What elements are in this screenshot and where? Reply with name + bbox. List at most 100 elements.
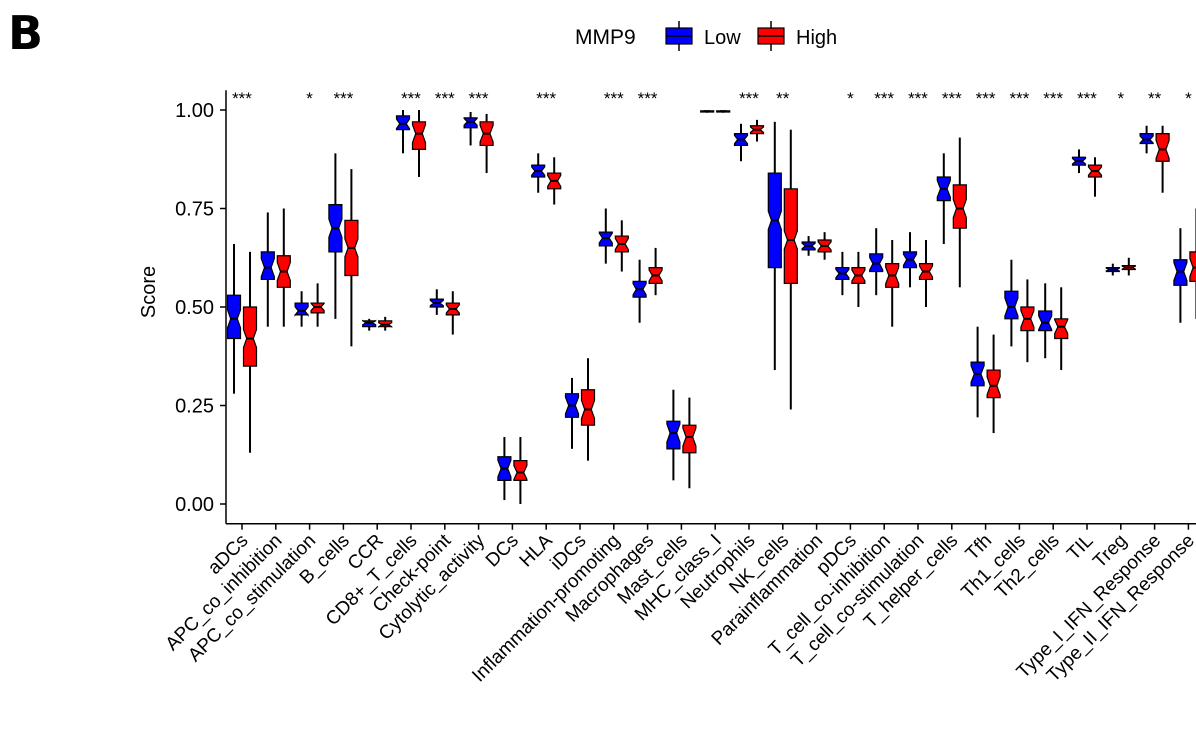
box-high	[1121, 257, 1136, 276]
box-low	[226, 243, 242, 394]
box-body	[226, 294, 242, 340]
box-low	[497, 437, 512, 501]
box-low	[531, 153, 546, 193]
x-tick-label: DCs	[482, 530, 523, 571]
significance-label: *	[1117, 89, 1124, 108]
box-low	[767, 121, 782, 371]
box-body	[580, 389, 596, 426]
box-body	[1054, 318, 1069, 340]
box-high	[547, 157, 562, 205]
box-body	[1004, 290, 1019, 320]
box-high	[952, 137, 967, 288]
box-low	[362, 318, 377, 331]
box-high	[445, 291, 460, 335]
significance-label: *	[306, 89, 313, 108]
box-low	[902, 232, 918, 288]
box-body	[783, 188, 798, 284]
box-body	[1155, 133, 1170, 162]
box-body	[260, 251, 275, 281]
box-high	[344, 169, 359, 347]
legend-title: MMP9	[575, 26, 636, 49]
box-low	[429, 289, 444, 315]
y-axis: 0.00 0.25 0.50 0.75 1.00	[175, 90, 227, 524]
significance-label: ***	[604, 89, 624, 108]
box-high	[682, 397, 697, 489]
significance-label: ***	[232, 89, 252, 108]
significance-label: ***	[333, 89, 353, 108]
box-low	[1004, 259, 1019, 347]
y-axis-title: Score	[138, 266, 160, 318]
box-high	[1054, 287, 1069, 371]
y-tick-label: 0.75	[175, 199, 214, 221]
box-high	[716, 110, 731, 113]
box-high	[1087, 157, 1103, 197]
box-low	[260, 212, 275, 327]
box-low	[801, 236, 816, 256]
box-body	[242, 306, 258, 367]
box-high	[614, 220, 629, 272]
box-low	[632, 259, 647, 323]
box-high	[749, 119, 765, 142]
y-tick-label: 1.00	[175, 100, 214, 122]
box-high	[580, 358, 596, 461]
box-body	[294, 302, 309, 317]
box-low	[328, 153, 343, 319]
box-high	[851, 251, 866, 307]
significance-label: *	[847, 89, 854, 108]
box-body	[513, 460, 528, 481]
y-tick-label: 0.25	[175, 396, 214, 418]
box-high	[276, 208, 291, 327]
box-high	[817, 232, 832, 260]
significance-label: ***	[638, 89, 658, 108]
box-high	[1189, 208, 1196, 319]
y-tick-label: 0.00	[175, 494, 214, 516]
box-low	[463, 111, 478, 146]
box-body	[682, 424, 697, 454]
box-high	[1155, 125, 1170, 193]
box-low	[1173, 228, 1188, 323]
legend-label-high: High	[796, 27, 837, 49]
box-high	[783, 129, 798, 410]
box-high	[885, 240, 900, 327]
y-tick-label: 0.50	[175, 297, 214, 319]
legend: MMP9 Low High	[575, 21, 837, 51]
box-low	[835, 251, 850, 296]
significance-label: **	[1148, 89, 1162, 108]
significance-label: ***	[1009, 89, 1029, 108]
significance-marks: *** * *** *** *** *** *** *** *** *** ** * *** *** ***…	[232, 89, 1192, 108]
box-low	[970, 326, 985, 418]
panel-label: B	[8, 6, 44, 60]
x-tick-label: HLA	[516, 530, 557, 571]
box-low	[1139, 125, 1154, 154]
box-low	[666, 389, 681, 481]
box-low	[1105, 263, 1120, 276]
legend-label-low: Low	[704, 27, 741, 49]
box-low	[294, 291, 309, 327]
x-axis: aDCsAPC_co_inhibitionAPC_co_stimulationB…	[162, 522, 1196, 686]
significance-label: ***	[908, 89, 928, 108]
box-high	[378, 316, 393, 331]
box-body	[1038, 310, 1053, 332]
box-high	[918, 240, 934, 307]
box-body	[952, 184, 967, 229]
box-high	[1020, 279, 1035, 363]
box-low	[1038, 283, 1053, 359]
box-high	[648, 247, 663, 296]
box-low	[564, 377, 580, 449]
significance-label: ***	[976, 89, 996, 108]
box-body	[1189, 251, 1196, 282]
box-high	[242, 251, 258, 453]
significance-label: ***	[942, 89, 962, 108]
box-low	[700, 110, 715, 113]
box-high	[986, 334, 1001, 434]
box-low	[395, 110, 411, 154]
box-low	[1071, 149, 1087, 174]
box-high	[479, 113, 494, 174]
significance-label: ***	[469, 89, 489, 108]
significance-label: ***	[536, 89, 556, 108]
box-high	[513, 437, 528, 504]
box-high	[411, 110, 427, 177]
significance-label: ***	[1077, 89, 1097, 108]
significance-label: ***	[1043, 89, 1063, 108]
